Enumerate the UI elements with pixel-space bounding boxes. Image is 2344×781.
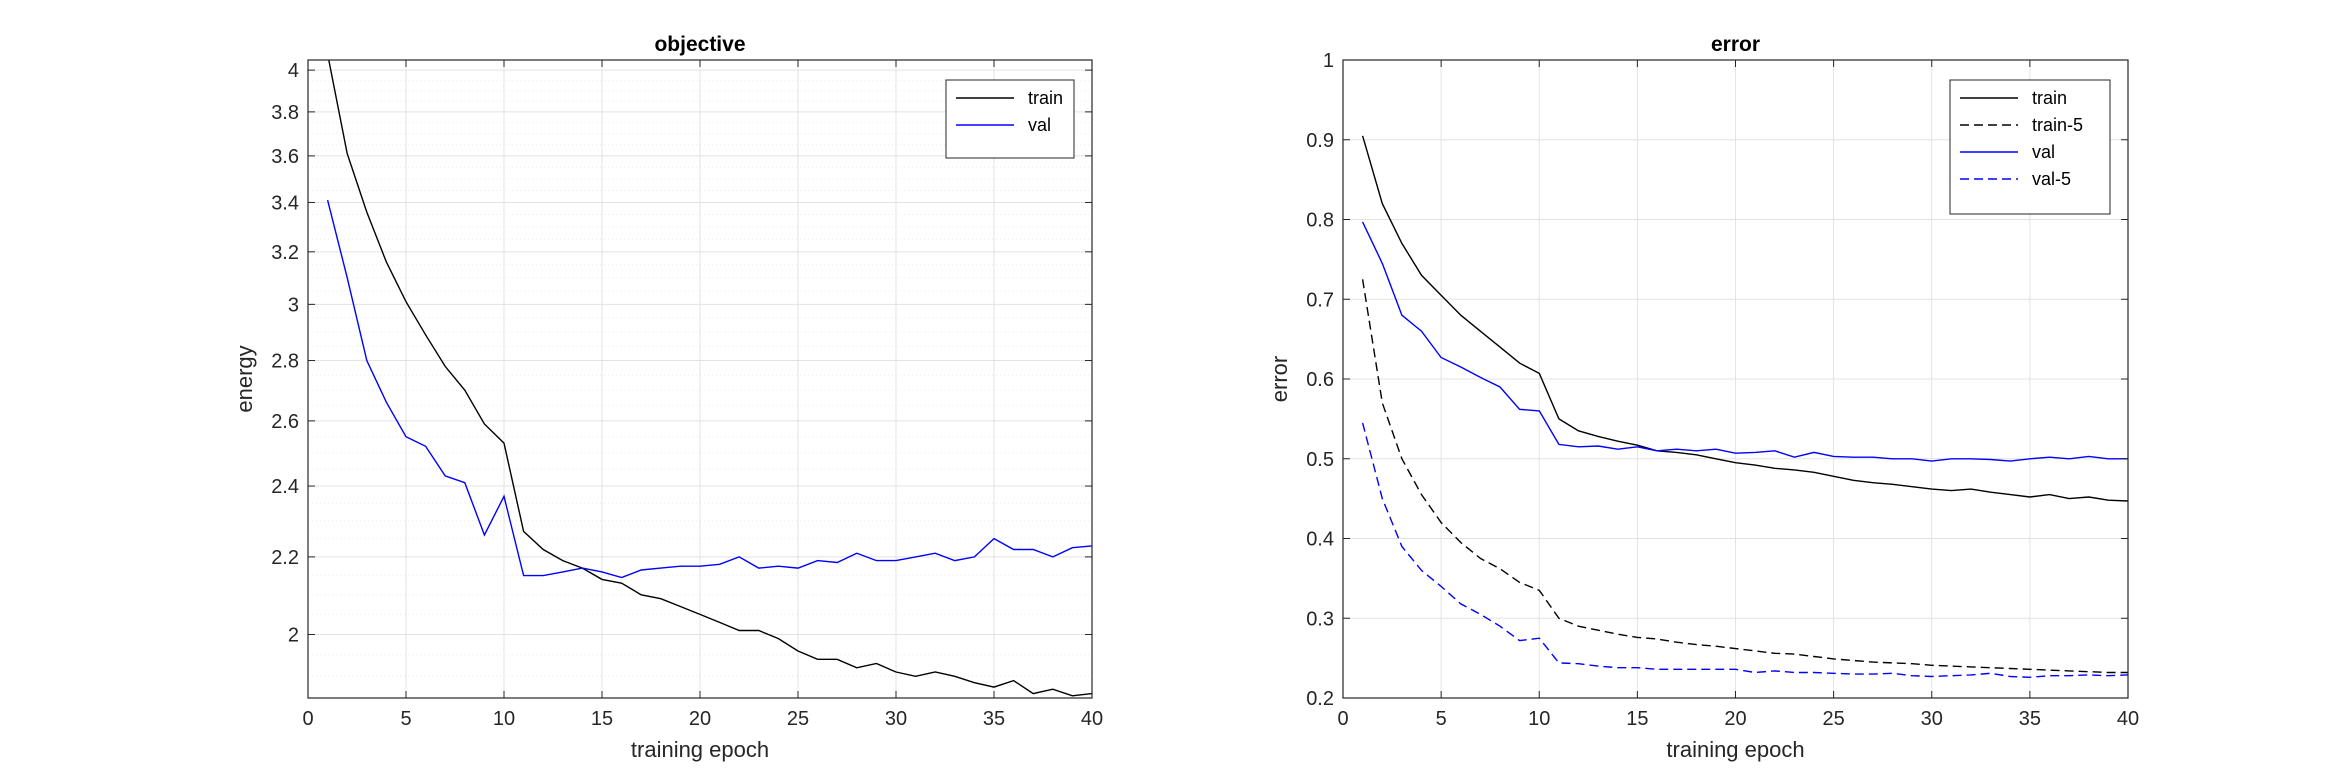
x-tick-label: 0 [302, 708, 313, 730]
x-tick-label: 35 [983, 708, 1005, 730]
legend-label-train-5: train-5 [2032, 115, 2083, 135]
x-tick-label: 5 [400, 708, 411, 730]
y-tick-label: 0.2 [1306, 688, 1334, 710]
x-tick-label: 25 [1823, 708, 1845, 730]
x-tick-label: 10 [493, 708, 515, 730]
y-tick-label: 0.8 [1306, 210, 1334, 232]
y-tick-label: 0.3 [1306, 608, 1334, 630]
x-tick-label: 30 [1921, 708, 1943, 730]
legend-label-val: val [2032, 142, 2055, 162]
y-tick-label: 3.4 [271, 192, 299, 214]
x-tick-label: 5 [1436, 708, 1447, 730]
x-axis-label: training epoch [631, 737, 769, 762]
chart-title: error [1711, 33, 1760, 56]
legend: train val [945, 79, 1075, 159]
y-tick-label: 0.7 [1306, 289, 1334, 311]
x-tick-label: 15 [1626, 708, 1648, 730]
y-axis-label: error [1267, 356, 1292, 402]
chart-title: objective [654, 33, 745, 56]
y-tick-label: 1 [1323, 50, 1334, 72]
series-line-train [328, 60, 1092, 697]
legend-box [1949, 79, 2111, 215]
y-tick-label: 2.8 [271, 351, 299, 373]
legend-label-val: val [1028, 115, 1051, 135]
x-tick-label: 0 [1337, 708, 1348, 730]
x-tick-label: 20 [689, 708, 711, 730]
y-tick-label: 2.4 [271, 476, 299, 498]
y-tick-label: 3.8 [271, 102, 299, 124]
y-tick-label: 3.2 [271, 242, 299, 264]
series-line-val-5 [1361, 422, 2128, 679]
y-tick-label: 0.9 [1306, 130, 1334, 152]
legend-label-val-5: val-5 [2032, 169, 2071, 189]
y-tick-label: 0.5 [1306, 449, 1334, 471]
y-tick-label: 4 [288, 60, 299, 82]
legend-box [945, 79, 1075, 159]
y-tick-label: 0.4 [1306, 529, 1334, 551]
x-axis-label: training epoch [1666, 737, 1804, 762]
series-line-train-5 [1361, 279, 2128, 674]
x-tick-label: 25 [787, 708, 809, 730]
x-tick-label: 40 [2117, 708, 2139, 730]
x-tick-label: 15 [591, 708, 613, 730]
legend-label-train: train [1028, 88, 1063, 108]
legend: train train-5 val val-5 [1949, 79, 2111, 215]
x-tick-label: 10 [1528, 708, 1550, 730]
y-tick-label: 3 [288, 294, 299, 316]
x-tick-label: 30 [885, 708, 907, 730]
y-tick-label: 2.2 [271, 547, 299, 569]
x-tick-label: 40 [1081, 708, 1103, 730]
y-tick-label: 0.6 [1306, 369, 1334, 391]
x-tick-label: 20 [1724, 708, 1746, 730]
series-line-train [1361, 135, 2128, 502]
y-axis-label: energy [232, 345, 257, 412]
series-line-val [1361, 221, 2128, 462]
series-line-val [326, 199, 1092, 579]
y-tick-label: 2 [288, 625, 299, 647]
x-tick-label: 35 [2019, 708, 2041, 730]
y-tick-label: 2.6 [271, 411, 299, 433]
legend-label-train: train [2032, 88, 2067, 108]
objective-chart: 0 5 10 15 20 25 30 35 40 2 2.2 2.4 2.6 2.8 3 3.2 3.4 3.6 3… [232, 33, 1103, 762]
y-tick-label: 3.6 [271, 146, 299, 168]
error-chart: 0 5 10 15 20 25 30 35 40 0.2 0.3 0.4 0.5 0.6 0.7 0.8 0.9… [1267, 33, 2139, 762]
